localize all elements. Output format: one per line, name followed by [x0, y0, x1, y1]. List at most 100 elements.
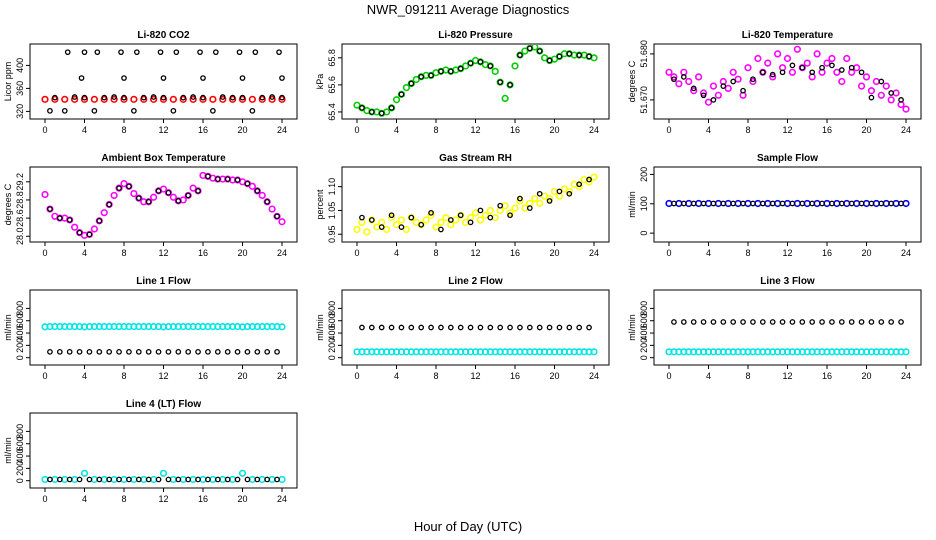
data-point	[833, 199, 841, 208]
data-point	[447, 68, 454, 75]
data-point	[140, 475, 148, 484]
data-point	[799, 200, 806, 207]
data-point	[116, 476, 122, 483]
data-point	[902, 348, 910, 356]
data-point	[788, 68, 797, 76]
data-point	[700, 319, 707, 325]
data-point	[730, 200, 737, 207]
data-point	[199, 475, 207, 484]
data-point	[714, 199, 722, 208]
data-point	[76, 348, 83, 355]
series-main	[41, 95, 286, 103]
data-point	[205, 173, 211, 180]
data-area	[41, 322, 286, 355]
data-point	[76, 476, 83, 483]
data-point	[491, 67, 499, 75]
data-point	[205, 476, 211, 483]
plot-frame	[341, 289, 610, 366]
data-point	[236, 49, 243, 56]
data-point	[252, 49, 259, 56]
data-point	[121, 75, 127, 81]
y-axis-label: kPa	[315, 74, 325, 90]
data-point	[750, 200, 756, 207]
data-point	[140, 95, 148, 103]
data-point	[61, 107, 68, 114]
data-point	[157, 49, 164, 56]
data-point	[882, 199, 890, 208]
data-point	[759, 69, 766, 76]
data-point	[195, 348, 201, 355]
data-point	[546, 57, 553, 64]
data-point	[720, 83, 727, 89]
data-point	[254, 188, 261, 194]
data-point	[497, 202, 504, 209]
data-point	[887, 96, 895, 104]
data-point	[428, 324, 434, 331]
panel-title: Gas Stream RH	[439, 153, 512, 164]
data-point	[783, 54, 792, 63]
data-point	[165, 476, 172, 483]
data-area	[353, 173, 598, 236]
data-point	[447, 217, 454, 223]
data-point	[769, 200, 776, 207]
data-point	[276, 49, 282, 56]
data-point	[169, 475, 177, 484]
y-tick-label: 800	[639, 301, 649, 316]
data-point	[195, 188, 201, 194]
data-point	[442, 213, 450, 222]
data-point	[585, 178, 593, 186]
data-point	[278, 218, 286, 226]
data-point	[769, 319, 776, 325]
data-point	[809, 319, 816, 325]
data-point	[720, 319, 727, 325]
data-point	[205, 348, 211, 355]
data-point	[219, 95, 227, 103]
data-point	[197, 49, 203, 56]
data-point	[274, 213, 280, 220]
data-point	[199, 95, 207, 103]
data-point	[759, 200, 766, 207]
data-point	[71, 475, 79, 484]
panel-title: Line 4 (LT) Flow	[126, 399, 202, 410]
data-area	[41, 469, 286, 484]
data-point	[888, 200, 895, 207]
data-point	[118, 49, 124, 56]
data-area	[353, 324, 598, 356]
data-point	[111, 94, 117, 100]
y-axis-label: ml/min	[627, 191, 637, 218]
data-point	[892, 199, 900, 208]
data-point	[126, 348, 132, 355]
data-point	[195, 476, 201, 483]
data-point	[888, 90, 895, 96]
data-point	[359, 214, 365, 221]
y-axis-label: Licor ppm	[3, 62, 13, 102]
data-point	[671, 76, 677, 83]
plot-frame	[29, 43, 298, 120]
data-point	[813, 199, 821, 208]
data-point	[244, 476, 251, 483]
data-point	[212, 49, 219, 56]
data-point	[819, 319, 825, 325]
data-point	[52, 94, 58, 101]
data-point	[160, 75, 167, 81]
y-axis-label: ml/min	[315, 314, 325, 341]
data-point	[730, 319, 737, 325]
data-area	[665, 45, 910, 113]
data-point	[402, 83, 410, 92]
x-tick-label: 4	[394, 125, 399, 135]
series-average	[47, 476, 280, 483]
data-point	[704, 98, 713, 106]
data-point	[545, 194, 554, 203]
y-tick-label: 320	[15, 104, 25, 119]
data-point	[829, 319, 835, 325]
data-point	[145, 348, 152, 355]
x-tick-label: 8	[121, 494, 126, 504]
data-point	[90, 95, 98, 103]
data-point	[690, 319, 697, 325]
data-point	[214, 348, 221, 355]
data-point	[71, 94, 78, 100]
data-point	[477, 324, 484, 331]
data-point	[764, 59, 772, 67]
data-point	[398, 324, 405, 331]
data-point	[799, 64, 806, 71]
